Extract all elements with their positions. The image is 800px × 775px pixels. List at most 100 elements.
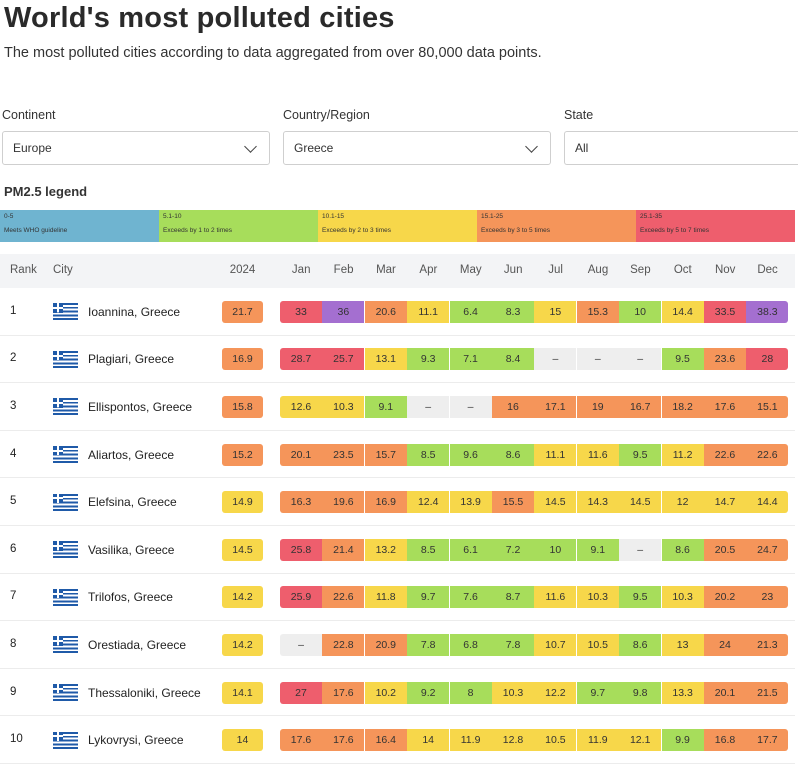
month-value-cell: 7.6 [449, 586, 492, 609]
month-header: Dec [757, 264, 778, 276]
country-select[interactable]: Greece [283, 131, 551, 165]
legend-item: 10.1-15 Exceeds by 2 to 3 times [318, 210, 477, 242]
legend-item: 5.1-10 Exceeds by 1 to 2 times [159, 210, 318, 242]
month-value-cell: 8 [449, 681, 492, 704]
legend-range: 0-5 [4, 213, 14, 220]
month-value-cell: 18.2 [661, 395, 704, 418]
month-value-cell: 10 [619, 300, 662, 323]
rank-cell: 10 [10, 733, 23, 746]
legend-description: Meets WHO guideline [4, 227, 68, 234]
city-name-link[interactable]: Elefsina, Greece [88, 495, 177, 510]
table-body: 1 Ioannina, Greece 21.7 33 36 20.6 11.1 6.4 8.3 1… [0, 288, 795, 764]
month-value-cell: 9.1 [364, 395, 407, 418]
city-table: Rank City 2024 Jan Feb Mar Apr May Jun Jul Aug S… [0, 254, 795, 764]
table-row[interactable]: 1 Ioannina, Greece 21.7 33 36 20.6 11.1 6.4 8.3 1… [0, 288, 795, 336]
chevron-down-icon [525, 139, 538, 153]
table-row[interactable]: 7 Trilofos, Greece 14.2 25.9 22.6 11.8 9.7 7.6 8… [0, 574, 795, 622]
month-value-cell: – [280, 633, 322, 656]
month-value-cell: 9.8 [619, 681, 662, 704]
rank-cell: 2 [10, 352, 17, 365]
month-value-cell: 13.1 [364, 348, 407, 371]
city-name-link[interactable]: Vasilika, Greece [88, 542, 175, 557]
rank-cell: 6 [10, 542, 17, 555]
month-value-cell: 23 [746, 586, 789, 609]
month-value-cell: 20.2 [704, 586, 746, 609]
greece-flag-icon [53, 398, 78, 416]
month-value-cell: 8.6 [619, 633, 662, 656]
city-name-link[interactable]: Thessaloniki, Greece [88, 685, 201, 700]
table-row[interactable]: 8 Orestiada, Greece 14.2–22.8 20.9 7.8 6.8 7.8… [0, 621, 795, 669]
state-select[interactable]: All [564, 131, 798, 165]
month-value-cell: 7.2 [492, 538, 534, 561]
month-header: Jun [503, 264, 523, 276]
table-row[interactable]: 5 Elefsina, Greece 14.9 16.3 19.6 16.9 12.4 13.… [0, 478, 795, 526]
month-value-cell: 11.9 [576, 729, 619, 752]
month-value-cell: 25.7 [322, 348, 365, 371]
month-value-cell: 22.8 [322, 633, 365, 656]
month-value-cell: 8.4 [492, 348, 534, 371]
annual-average-badge: 16.9 [222, 348, 263, 371]
month-value-cell: 14.4 [661, 300, 704, 323]
month-value-cell: 24 [704, 633, 746, 656]
month-value-cell: 7.8 [492, 633, 534, 656]
month-value-cell: 10.7 [534, 633, 577, 656]
table-row[interactable]: 2 Plagiari, Greece 16.9 28.7 25.7 13.1 9.3 7.1 8… [0, 336, 795, 384]
city-name-link[interactable]: Lykovrysi, Greece [88, 733, 184, 748]
month-value-cell: 9.2 [407, 681, 450, 704]
month-header: Jan [291, 264, 311, 276]
month-value-cell: 25.8 [280, 538, 322, 561]
greece-flag-icon [53, 731, 78, 749]
city-name-link[interactable]: Plagiari, Greece [88, 352, 175, 367]
annual-average-badge: 15.8 [222, 395, 263, 418]
rank-header: Rank [10, 264, 37, 276]
state-label: State [564, 108, 594, 122]
city-name-link[interactable]: Aliartos, Greece [88, 447, 175, 462]
month-value-cell: 23.6 [704, 348, 746, 371]
month-value-cell: 9.6 [449, 443, 492, 466]
continent-select[interactable]: Europe [2, 131, 270, 165]
month-value-cell: 6.4 [449, 300, 492, 323]
month-value-cell: 13.2 [364, 538, 407, 561]
month-value-cell: 10.3 [661, 586, 704, 609]
month-value-cell: 19 [576, 395, 619, 418]
legend-range: 25.1-35 [640, 213, 663, 220]
month-value-cell: 20.1 [280, 443, 322, 466]
month-value-cell: 10.2 [364, 681, 407, 704]
month-header: Jul [548, 264, 563, 276]
annual-average-badge: 14.5 [222, 538, 263, 561]
month-value-cell: – [534, 348, 577, 371]
city-name-link[interactable]: Ioannina, Greece [88, 304, 181, 319]
month-header: Nov [714, 264, 736, 276]
month-value-cell: 10.5 [534, 729, 577, 752]
month-value-cell: 14 [407, 729, 450, 752]
month-value-cell: 15.3 [576, 300, 619, 323]
month-value-cell: 11.6 [576, 443, 619, 466]
month-value-cell: 14.5 [534, 491, 577, 514]
month-value-cell: 15.5 [492, 491, 534, 514]
month-value-cell: 21.4 [322, 538, 365, 561]
greece-flag-icon [53, 303, 78, 321]
country-label: Country/Region [283, 108, 370, 122]
annual-average-badge: 14.9 [222, 491, 263, 514]
greece-flag-icon [53, 446, 78, 464]
month-value-cell: 9.5 [619, 443, 662, 466]
city-name-link[interactable]: Orestiada, Greece [88, 637, 187, 652]
table-row[interactable]: 3 Ellispontos, Greece 15.8 12.6 10.3 9.1– –16 1… [0, 383, 795, 431]
month-header: Apr [419, 264, 438, 276]
legend-title: PM2.5 legend [4, 184, 88, 199]
greece-flag-icon [53, 350, 78, 368]
table-row[interactable]: 6 Vasilika, Greece 14.5 25.8 21.4 13.2 8.5 6.1 7… [0, 526, 795, 574]
month-value-cell: 10.3 [322, 395, 365, 418]
month-value-cell: 11.9 [449, 729, 492, 752]
month-value-cell: 17.6 [322, 681, 365, 704]
city-name-link[interactable]: Ellispontos, Greece [88, 399, 193, 414]
month-value-cell: 6.8 [449, 633, 492, 656]
city-name-link[interactable]: Trilofos, Greece [88, 590, 173, 605]
table-row[interactable]: 10 Lykovrysi, Greece 14 17.6 17.6 16.4 14 11.9 1… [0, 716, 795, 764]
month-value-cell: 12 [661, 491, 704, 514]
table-row[interactable]: 9 Thessaloniki, Greece 14.1 27 17.6 10.2 9.2 8 1… [0, 669, 795, 717]
month-value-cell: 10.5 [576, 633, 619, 656]
month-header: Sep [630, 264, 651, 276]
month-value-cell: 21.5 [746, 681, 789, 704]
table-row[interactable]: 4 Aliartos, Greece 15.2 20.1 23.5 15.7 8.5 9.6 8… [0, 431, 795, 479]
